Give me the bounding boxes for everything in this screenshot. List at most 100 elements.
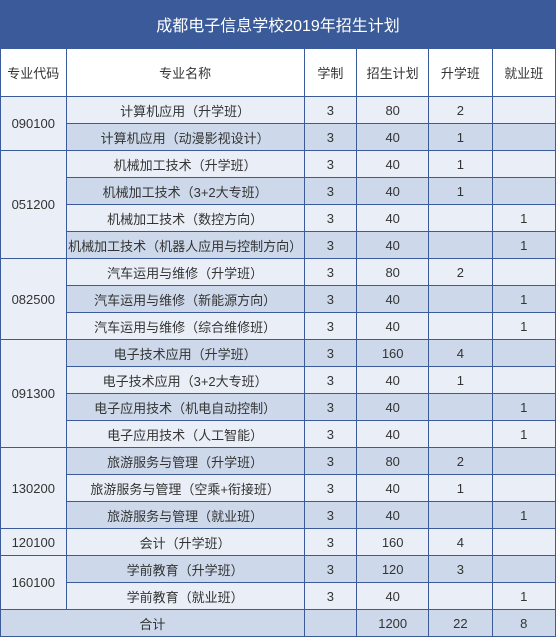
cell-job: 1 [492,421,555,448]
cell-upgrade: 2 [429,259,492,286]
cell-plan: 160 [357,529,429,556]
cell-upgrade: 1 [429,124,492,151]
col-header-dur: 学制 [304,49,356,97]
cell-upgrade: 1 [429,151,492,178]
cell-major-name: 电子应用技术（人工智能） [66,421,304,448]
cell-job [492,259,555,286]
cell-major-code: 090100 [1,97,67,151]
table-total-row: 合计1200228 [1,610,556,637]
cell-upgrade [429,232,492,259]
cell-job [492,151,555,178]
table-header-row: 专业代码专业名称学制招生计划升学班就业班 [1,49,556,97]
table-row: 091300电子技术应用（升学班）31604 [1,340,556,367]
admission-plan-table: 成都电子信息学校2019年招生计划 专业代码专业名称学制招生计划升学班就业班 0… [0,0,556,637]
cell-duration: 3 [304,124,356,151]
cell-major-code: 120100 [1,529,67,556]
cell-major-code: 082500 [1,259,67,340]
cell-major-name: 机械加工技术（3+2大专班） [66,178,304,205]
cell-plan: 160 [357,340,429,367]
cell-major-name: 计算机应用（动漫影视设计） [66,124,304,151]
cell-duration: 3 [304,97,356,124]
cell-duration: 3 [304,583,356,610]
cell-upgrade [429,502,492,529]
cell-duration: 3 [304,232,356,259]
cell-job [492,448,555,475]
cell-major-code: 091300 [1,340,67,448]
cell-job: 1 [492,502,555,529]
cell-duration: 3 [304,502,356,529]
table-row: 082500汽车运用与维修（升学班）3802 [1,259,556,286]
cell-upgrade: 1 [429,367,492,394]
cell-upgrade: 2 [429,448,492,475]
col-header-name: 专业名称 [66,49,304,97]
cell-major-name: 机械加工技术（升学班） [66,151,304,178]
cell-upgrade: 1 [429,475,492,502]
cell-duration: 3 [304,394,356,421]
cell-job [492,340,555,367]
cell-major-name: 汽车运用与维修（升学班） [66,259,304,286]
cell-upgrade [429,313,492,340]
cell-duration: 3 [304,529,356,556]
cell-plan: 80 [357,259,429,286]
table-row: 汽车运用与维修（综合维修班）3401 [1,313,556,340]
cell-job [492,178,555,205]
cell-job: 1 [492,205,555,232]
cell-plan: 40 [357,286,429,313]
cell-upgrade: 4 [429,529,492,556]
col-header-plan: 招生计划 [357,49,429,97]
table-row: 160100学前教育（升学班）31203 [1,556,556,583]
cell-duration: 3 [304,475,356,502]
cell-duration: 3 [304,421,356,448]
table-row: 机械加工技术（3+2大专班）3401 [1,178,556,205]
cell-plan: 40 [357,502,429,529]
cell-major-name: 电子技术应用（升学班） [66,340,304,367]
cell-job: 1 [492,313,555,340]
cell-plan: 40 [357,232,429,259]
cell-total-plan: 1200 [357,610,429,637]
cell-major-name: 电子应用技术（机电自动控制） [66,394,304,421]
cell-total-job: 8 [492,610,555,637]
cell-plan: 120 [357,556,429,583]
table-row: 130200旅游服务与管理（升学班）3802 [1,448,556,475]
table-row: 电子应用技术（机电自动控制）3401 [1,394,556,421]
table-row: 电子应用技术（人工智能）3401 [1,421,556,448]
cell-upgrade [429,421,492,448]
cell-job [492,529,555,556]
cell-job [492,556,555,583]
table-row: 机械加工技术（机器人应用与控制方向）3401 [1,232,556,259]
cell-job [492,475,555,502]
cell-total-upgrade: 22 [429,610,492,637]
cell-duration: 3 [304,286,356,313]
cell-major-code: 130200 [1,448,67,529]
cell-plan: 40 [357,205,429,232]
plan-table: 专业代码专业名称学制招生计划升学班就业班 090100计算机应用（升学班）380… [0,48,556,637]
cell-job [492,367,555,394]
cell-major-code: 051200 [1,151,67,259]
cell-major-name: 旅游服务与管理（升学班） [66,448,304,475]
cell-major-name: 机械加工技术（数控方向） [66,205,304,232]
cell-duration: 3 [304,313,356,340]
cell-plan: 40 [357,475,429,502]
cell-upgrade [429,583,492,610]
cell-major-name: 计算机应用（升学班） [66,97,304,124]
cell-major-name: 会计（升学班） [66,529,304,556]
cell-major-name: 旅游服务与管理（就业班） [66,502,304,529]
cell-plan: 80 [357,97,429,124]
table-row: 电子技术应用（3+2大专班）3401 [1,367,556,394]
cell-duration: 3 [304,178,356,205]
cell-major-name: 旅游服务与管理（空乘+衔接班） [66,475,304,502]
table-row: 汽车运用与维修（新能源方向）3401 [1,286,556,313]
table-row: 机械加工技术（数控方向）340 1 [1,205,556,232]
cell-upgrade: 2 [429,97,492,124]
cell-total-duration [304,610,356,637]
table-row: 计算机应用（动漫影视设计）3401 [1,124,556,151]
cell-upgrade: 4 [429,340,492,367]
cell-plan: 40 [357,583,429,610]
cell-plan: 40 [357,178,429,205]
table-row: 学前教育（就业班）3401 [1,583,556,610]
cell-job [492,124,555,151]
cell-plan: 40 [357,367,429,394]
cell-upgrade [429,205,492,232]
cell-duration: 3 [304,205,356,232]
cell-plan: 40 [357,151,429,178]
